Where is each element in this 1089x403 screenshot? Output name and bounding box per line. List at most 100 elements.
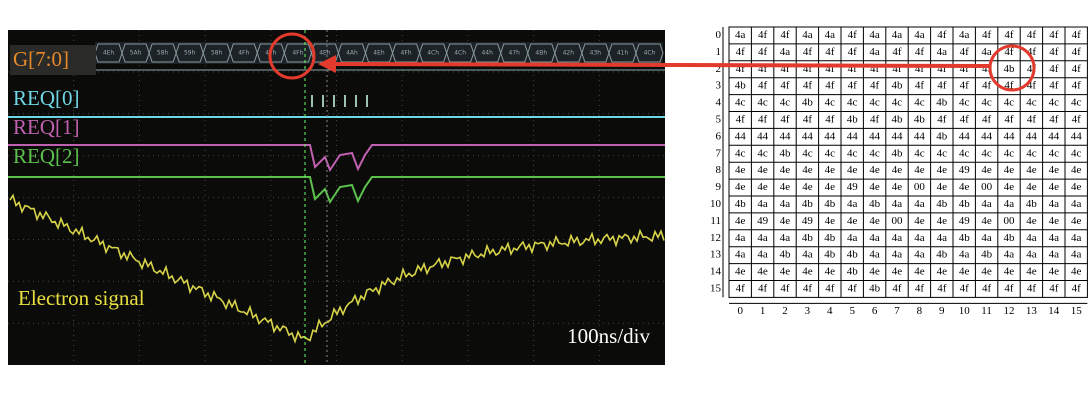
cell: 4a [959, 29, 970, 41]
cell: 4e [1049, 164, 1060, 176]
col-header: 7 [894, 305, 900, 317]
cell: 4a [780, 198, 791, 210]
cell: 4f [1072, 63, 1082, 75]
cell: 4c [847, 147, 858, 159]
row-header: 12 [710, 232, 721, 244]
bus-value: 4Ch [427, 50, 439, 57]
cell: 4e [780, 164, 791, 176]
cell: 4c [981, 97, 992, 109]
cell: 4a [757, 249, 768, 261]
cell: 4b [936, 198, 948, 210]
cell: 44 [914, 130, 926, 142]
bus-value: 42h [563, 50, 575, 57]
cell: 4a [1004, 249, 1015, 261]
trace-label: Electron signal [18, 286, 145, 310]
cell: 4c [825, 97, 836, 109]
cell: 4e [802, 266, 813, 278]
cell: 44 [1004, 130, 1016, 142]
cell: 4f [1004, 282, 1014, 294]
cell: 4e [892, 164, 903, 176]
cell: 4f [892, 282, 902, 294]
cell: 4e [981, 164, 992, 176]
cell: 4a [892, 198, 903, 210]
cell: 4b [780, 147, 792, 159]
cell: 4e [981, 215, 992, 227]
cell: 4c [1049, 147, 1060, 159]
cell: 4a [1049, 232, 1060, 244]
cell: 4a [802, 29, 813, 41]
cell: 4b [892, 147, 904, 159]
cell: 4c [735, 97, 746, 109]
cell: 4f [1027, 113, 1037, 125]
cell: 4f [1004, 29, 1014, 41]
cell: 4e [802, 181, 813, 193]
col-header: 2 [782, 305, 788, 317]
cell: 4c [914, 147, 925, 159]
row-header: 14 [710, 266, 722, 278]
cell: 4a [892, 232, 903, 244]
bus-value: 4Eh [319, 50, 331, 57]
cell: 4f [780, 282, 790, 294]
cell: 4f [736, 282, 746, 294]
col-header: 5 [849, 305, 855, 317]
cell: 4c [735, 147, 746, 159]
cell: 4f [915, 282, 925, 294]
col-header: 0 [737, 305, 743, 317]
cell: 4a [892, 29, 903, 41]
cell: 4f [982, 282, 992, 294]
cell: 4c [825, 147, 836, 159]
col-header: 4 [827, 305, 833, 317]
cell: 4a [937, 232, 948, 244]
bus-value: 44h [481, 50, 493, 57]
cell: 4f [803, 282, 813, 294]
cell: 4a [847, 232, 858, 244]
arrow [330, 64, 990, 66]
cell: 4e [959, 266, 970, 278]
cell: 4c [959, 147, 970, 159]
cell: 4b [847, 113, 859, 125]
cell: 4e [757, 181, 768, 193]
cell: 4b [1026, 198, 1038, 210]
cell: 4f [915, 80, 925, 92]
cell: 4f [937, 282, 947, 294]
cell: 4a [869, 29, 880, 41]
cell: 4e [914, 164, 925, 176]
cell: 49 [959, 215, 971, 227]
bus-value: 58h [211, 50, 223, 57]
cell: 4b [780, 249, 792, 261]
cell: 4c [1004, 97, 1015, 109]
cell: 4f [780, 29, 790, 41]
cell: 4e [1004, 164, 1015, 176]
cell: 4f [1072, 80, 1082, 92]
cell: 4e [937, 215, 948, 227]
signal-label: REQ[1] [13, 115, 80, 139]
cell: 4e [1049, 181, 1060, 193]
cell: 4e [1004, 266, 1015, 278]
cell: 4f [736, 113, 746, 125]
cell: 00 [892, 215, 904, 227]
cell: 4e [735, 164, 746, 176]
bus-value: 5Ah [130, 50, 142, 57]
col-header: 13 [1026, 305, 1038, 317]
cell: 4b [869, 198, 881, 210]
col-header: 10 [959, 305, 971, 317]
cell: 4b [824, 198, 836, 210]
cell: 44 [824, 130, 836, 142]
cell: 4e [937, 266, 948, 278]
cell: 4e [914, 215, 925, 227]
cell: 4f [736, 46, 746, 58]
cell: 4a [1004, 198, 1015, 210]
cell: 49 [847, 181, 859, 193]
cell: 4e [869, 164, 880, 176]
cell: 4a [959, 249, 970, 261]
cell: 4e [757, 266, 768, 278]
cell: 44 [757, 130, 769, 142]
cell: 00 [1004, 215, 1016, 227]
cell: 4c [1004, 147, 1015, 159]
row-header: 15 [710, 282, 722, 294]
cell: 4c [914, 97, 925, 109]
cell: 4a [735, 29, 746, 41]
cell: 4c [959, 97, 970, 109]
cell: 4a [1049, 249, 1060, 261]
cell: 4e [735, 181, 746, 193]
